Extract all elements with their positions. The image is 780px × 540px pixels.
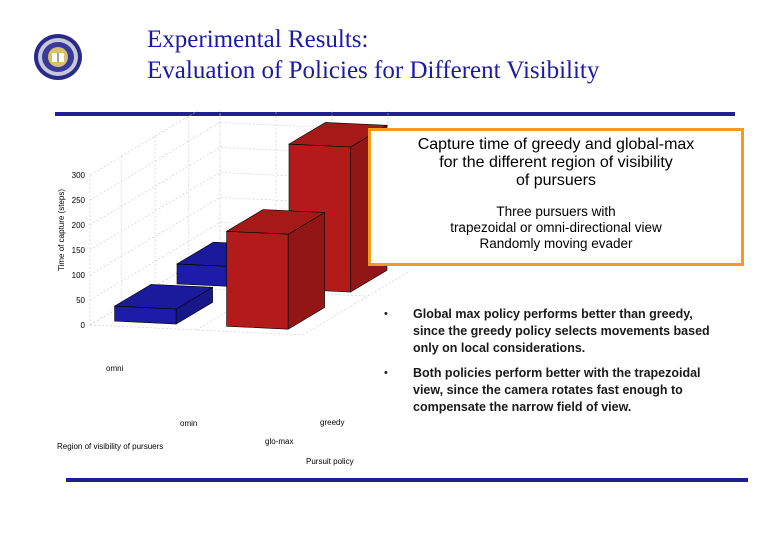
grid-line [89,247,221,326]
grid-line [302,270,410,336]
bar-top-face [287,122,389,148]
z-axis-label: Time of capture (steps) [57,189,66,271]
z-tick-label: 200 [72,221,86,230]
list-item: • Global max policy performs better than… [384,306,714,357]
bottom-divider [66,478,748,482]
bar-trapezoidal-global-max [113,284,214,325]
x-axis-label: Region of visibility of pursuers [57,442,163,451]
z-tick-label: 300 [72,171,86,180]
top-divider [55,112,735,116]
page-title: Experimental Results: Evaluation of Poli… [147,24,747,86]
policy-tick-greedy: greedy [320,418,344,427]
bullet-text: Both policies perform better with the tr… [413,366,701,414]
bar-group [113,122,389,330]
z-tick-label: 150 [72,246,86,255]
bar-front-face [226,230,289,330]
visibility-tick-omni: omni [106,364,124,373]
bullet-text: Global max policy performs better than g… [413,307,710,355]
y-axis-label: Pursuit policy [306,457,354,466]
list-item: • Both policies perform better with the … [384,365,714,416]
grid-line [154,285,368,297]
chart-caption-box: Capture time of greedy and global-max fo… [368,128,744,266]
callout-subtitle: Three pursuers with trapezoidal or omni-… [450,204,662,251]
title-line-2: Evaluation of Policies for Different Vis… [147,57,600,84]
extra-tick-omin: omin [180,419,197,428]
university-seal-icon [34,34,82,80]
capture-time-chart: 0 50 100 150 200 250 300 Time of capture (step… [57,110,410,466]
z-tick-label: 50 [76,296,85,305]
bar-omni-global-max [225,209,326,330]
bar-top-face [113,284,214,310]
z-tick-label: 0 [81,321,86,330]
bullet-marker: • [384,308,388,320]
z-tick-label: 250 [72,196,86,205]
policy-tick-global-max: glo-max [265,437,293,446]
findings-list: • Global max policy performs better than… [384,306,714,424]
bar-top-face [225,209,326,235]
grid-line [89,324,303,336]
z-tick-labels: 0 50 100 150 200 250 300 [72,171,86,330]
z-tick-label: 100 [72,271,86,280]
grid-line [196,252,327,331]
bullet-marker: • [384,367,388,379]
callout-title: Capture time of greedy and global-max fo… [417,136,695,189]
title-line-1: Experimental Results: [147,26,369,53]
